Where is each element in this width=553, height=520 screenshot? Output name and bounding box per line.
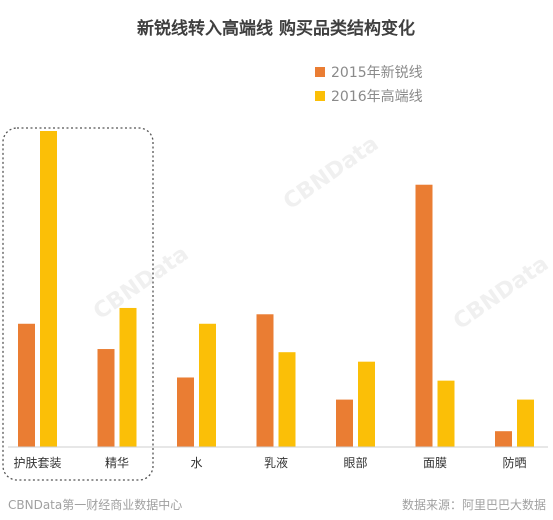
bar-2015-7: [495, 431, 512, 447]
footer-source-brand: CBNData第一财经商业数据中心: [8, 497, 182, 512]
bar-2016-2: [119, 307, 137, 447]
footer-data-source: 数据来源：阿里巴巴大数据: [402, 497, 546, 512]
x-tick-labels: 护肤套装 精华 水 乳液 眼部 面膜 防晒: [13, 455, 526, 470]
bar-2015-3: [177, 377, 194, 447]
svg-text:CBNData: CBNData: [449, 251, 553, 334]
svg-text:CBNData: CBNData: [279, 131, 383, 214]
watermark-logo: CBNData CBNData CBNData: [89, 131, 553, 334]
bar-2015-4: [256, 314, 274, 447]
legend: 2015年新锐线 2016年高端线: [315, 65, 423, 105]
bar-2015-6: [415, 184, 433, 447]
chart-title: 新锐线转入高端线 购买品类结构变化: [137, 18, 415, 39]
legend-label-2016: 2016年高端线: [331, 88, 423, 105]
svg-text:CBNData: CBNData: [89, 241, 193, 324]
bar-2016-3: [199, 323, 216, 447]
bar-2016-5: [358, 361, 375, 447]
x-tick-label: 水: [190, 456, 202, 470]
bars: [18, 131, 534, 447]
bar-2016-6: [437, 380, 455, 447]
x-tick-label: 眼部: [343, 455, 367, 470]
bar-2016-7: [517, 399, 534, 447]
legend-label-2015: 2015年新锐线: [331, 65, 423, 81]
legend-swatch-2016: [315, 91, 325, 101]
x-tick-label: 面膜: [423, 456, 447, 470]
x-tick-label: 乳液: [264, 455, 288, 470]
bar-2015-1: [18, 323, 35, 447]
bar-2016-4: [278, 352, 296, 447]
legend-swatch-2015: [315, 67, 325, 77]
x-tick-label: 防晒: [502, 455, 526, 470]
bar-2015-5: [336, 399, 353, 447]
highlight-box: [2, 127, 154, 481]
bar-2015-2: [97, 349, 115, 447]
x-tick-label: 护肤套装: [13, 455, 61, 470]
x-tick-label: 精华: [105, 456, 129, 470]
bar-2016-1: [40, 131, 57, 447]
